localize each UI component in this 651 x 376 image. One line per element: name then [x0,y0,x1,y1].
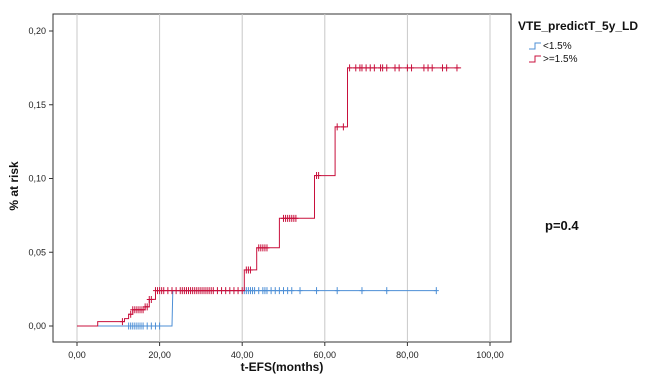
censor-mark [433,287,439,295]
censor-mark [247,266,253,274]
series-low-risk [77,287,439,330]
y-tick-label: 0,00 [28,321,46,331]
censor-mark [119,318,125,326]
x-tick-label: 0,00 [68,350,86,360]
legend-label: <1.5% [543,41,572,52]
censor-mark [334,123,340,131]
legend-label: >=1.5% [543,54,578,65]
x-axis: 0,00 20,00 40,00 60,00 80,00 100,00 [68,342,504,360]
x-axis-title: t-EFS(months) [241,360,324,374]
censor-mark [334,287,340,295]
p-value-annotation: p=0.4 [545,218,579,233]
x-tick-label: 100,00 [476,350,504,360]
censor-mark [239,287,245,295]
series-line [77,67,462,327]
plot-area [52,13,512,343]
y-tick-label: 0,10 [28,174,46,184]
x-tick-label: 60,00 [314,350,337,360]
censor-mark [454,64,460,72]
censor-mark [429,64,435,72]
legend: <1.5% >=1.5% [529,41,578,65]
x-tick-label: 40,00 [231,350,254,360]
censor-mark [384,64,390,72]
censor-mark [444,64,450,72]
censor-mark [396,64,402,72]
censor-mark [409,64,415,72]
censor-mark [157,322,163,330]
censor-mark [316,172,322,180]
x-tick-label: 20,00 [148,350,171,360]
series-line [77,290,437,327]
censor-mark [293,214,299,222]
censor-mark [371,64,377,72]
series-group [77,64,462,330]
censor-mark [148,295,154,303]
censor-mark [289,287,295,295]
censor-mark [264,244,270,252]
y-tick-label: 0,15 [28,100,46,110]
censor-mark [314,287,320,295]
legend-swatch [529,42,541,50]
censor-mark [347,64,353,72]
legend-swatch [529,55,541,63]
y-axis-title: % at risk [7,161,21,211]
x-tick-label: 80,00 [396,350,419,360]
legend-item: <1.5% [529,41,572,52]
y-tick-label: 0,05 [28,247,46,257]
censor-mark [359,287,365,295]
censor-mark [340,123,346,131]
series-high-risk [77,64,462,327]
legend-item: >=1.5% [529,54,578,65]
y-axis: 0,00 0,05 0,10 0,15 0,20 [28,26,53,331]
censor-mark [384,287,390,295]
censor-mark [297,287,303,295]
legend-title: VTE_predictT_5y_LD [518,19,638,33]
y-tick-label: 0,20 [28,26,46,36]
censor-mark [128,310,134,318]
censor-mark [144,303,150,311]
